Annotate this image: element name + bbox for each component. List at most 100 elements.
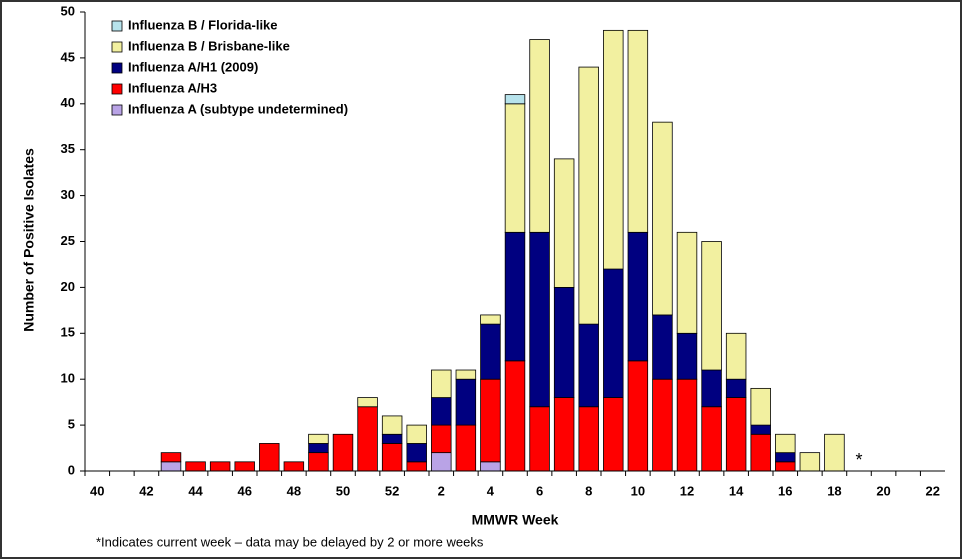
bar-segment xyxy=(652,378,673,472)
x-tick-label: 48 xyxy=(287,483,301,498)
bar-segment xyxy=(750,433,771,472)
bar-segment xyxy=(431,397,452,426)
x-tick-label: 4 xyxy=(487,483,495,498)
bar-segment xyxy=(504,360,526,472)
bar-segment xyxy=(775,461,796,472)
y-tick-label: 50 xyxy=(61,3,75,18)
y-tick-label: 25 xyxy=(61,233,75,248)
bar-segment xyxy=(209,461,231,472)
bar-segment xyxy=(725,397,747,472)
bar-segment xyxy=(431,369,452,398)
bar-segment xyxy=(283,461,305,472)
legend-label: Influenza A (subtype undetermined) xyxy=(128,101,348,116)
bar-segment xyxy=(185,461,206,472)
bar-segment xyxy=(431,424,452,454)
x-tick-label: 16 xyxy=(778,483,792,498)
bar-segment xyxy=(529,39,550,233)
bar-segment xyxy=(652,121,673,316)
bar-segment xyxy=(406,424,427,444)
y-tick-label: 45 xyxy=(61,49,75,64)
x-tick-label: 12 xyxy=(680,483,694,498)
bar-segment xyxy=(308,433,329,444)
x-tick-label: 50 xyxy=(336,483,350,498)
footnote: *Indicates current week – data may be de… xyxy=(96,534,484,549)
bar-segment xyxy=(824,433,845,472)
x-axis-title: MMWR Week xyxy=(472,512,559,528)
bar-segment xyxy=(627,231,649,362)
bar-segment xyxy=(406,461,427,472)
bar-segment xyxy=(480,323,501,380)
bar-segment xyxy=(725,378,747,398)
bar-segment xyxy=(455,369,477,380)
x-tick-label: 44 xyxy=(188,483,203,498)
legend-swatch xyxy=(111,20,123,32)
bar-segment xyxy=(652,314,673,380)
bar-segment xyxy=(381,433,403,444)
annotation: * xyxy=(855,450,862,470)
bar-segment xyxy=(553,286,575,398)
legend-label: Influenza A/H3 xyxy=(128,80,217,95)
bar-segment xyxy=(504,94,526,105)
legend-swatch xyxy=(111,62,123,74)
x-tick-label: 40 xyxy=(90,483,104,498)
x-tick-label: 46 xyxy=(237,483,251,498)
bar-segment xyxy=(701,369,722,408)
bar-segment xyxy=(603,397,624,472)
legend-swatch xyxy=(111,104,123,116)
bar-segment xyxy=(308,452,329,472)
bar-segment xyxy=(381,443,403,472)
bar-segment xyxy=(480,461,501,472)
x-tick-label: 18 xyxy=(827,483,841,498)
bar-segment xyxy=(332,433,354,472)
x-tick-label: 2 xyxy=(438,483,445,498)
bar-segment xyxy=(775,433,796,454)
bar-segment xyxy=(676,378,698,472)
x-tick-label: 6 xyxy=(536,483,543,498)
bar-segment xyxy=(259,443,280,472)
bar-segment xyxy=(627,29,649,233)
bar-segment xyxy=(529,231,550,408)
bar-segment xyxy=(553,397,575,472)
bar-segment xyxy=(381,415,403,435)
bar-segment xyxy=(725,332,747,380)
bar-segment xyxy=(553,158,575,288)
bar-segment xyxy=(578,66,599,325)
x-tick-label: 42 xyxy=(139,483,153,498)
bar-segment xyxy=(160,461,182,472)
legend-swatch xyxy=(111,83,123,95)
legend-swatch xyxy=(111,41,123,53)
bar-segment xyxy=(455,378,477,426)
y-tick-label: 30 xyxy=(61,187,75,202)
x-tick-label: 10 xyxy=(631,483,645,498)
bar-segment xyxy=(627,360,649,472)
x-tick-label: 8 xyxy=(585,483,592,498)
bar-segment xyxy=(160,452,182,463)
bar-segment xyxy=(701,406,722,472)
y-tick-label: 20 xyxy=(61,279,75,294)
y-tick-label: 10 xyxy=(61,371,75,386)
x-tick-label: 14 xyxy=(729,483,744,498)
y-tick-label: 5 xyxy=(68,417,75,432)
legend-label: Influenza B / Florida-like xyxy=(128,17,278,32)
y-tick-label: 0 xyxy=(68,462,75,477)
y-tick-label: 35 xyxy=(61,141,75,156)
bar-segment xyxy=(431,452,452,472)
y-tick-label: 15 xyxy=(61,325,75,340)
bar-segment xyxy=(504,231,526,362)
bar-segment xyxy=(455,424,477,472)
legend-label: Influenza B / Brisbane-like xyxy=(128,38,290,53)
x-tick-label: 52 xyxy=(385,483,399,498)
bar-segment xyxy=(578,323,599,408)
bar-segment xyxy=(701,241,722,371)
bar-segment xyxy=(480,378,501,463)
bar-segment xyxy=(529,406,550,472)
bar-segment xyxy=(480,314,501,325)
y-axis-title: Number of Positive Isolates xyxy=(21,148,37,332)
bar-segment xyxy=(676,332,698,380)
bar-segment xyxy=(357,397,378,408)
x-tick-label: 20 xyxy=(876,483,890,498)
y-tick-label: 40 xyxy=(61,95,75,110)
bar-segment xyxy=(603,29,624,270)
bar-segment xyxy=(750,424,771,435)
